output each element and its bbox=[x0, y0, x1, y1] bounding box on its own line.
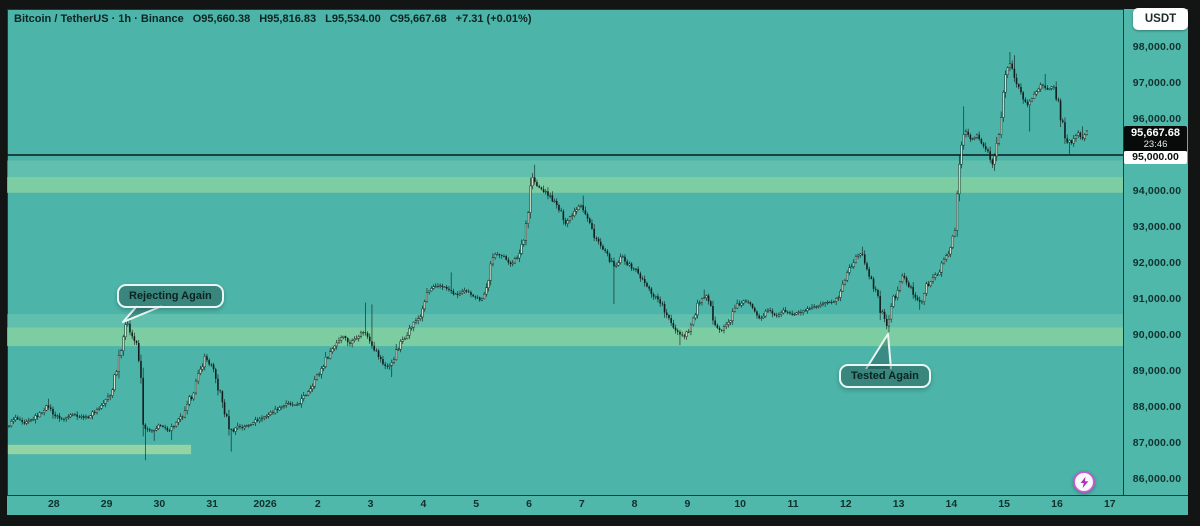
price-axis-label: 97,000.00 bbox=[1132, 77, 1182, 89]
price-axis-label: 88,000.00 bbox=[1132, 401, 1182, 413]
time-axis-label: 3 bbox=[367, 498, 374, 510]
level-price-label: 95,000.00 bbox=[1124, 151, 1187, 164]
change-value: +7.31 (+0.01%) bbox=[455, 13, 532, 25]
time-axis-label: 5 bbox=[473, 498, 480, 510]
time-axis-label: 11 bbox=[787, 498, 799, 510]
chart-widget-background bbox=[7, 9, 1188, 515]
lower-support-band bbox=[7, 444, 192, 455]
time-axis-label: 8 bbox=[631, 498, 638, 510]
last-price-value: 95,667.68 bbox=[1131, 127, 1180, 139]
callout-tail bbox=[122, 305, 163, 323]
time-axis-label: 10 bbox=[734, 498, 747, 510]
time-axis-label: 9 bbox=[684, 498, 691, 510]
time-axis-label: 2026 bbox=[253, 498, 277, 510]
price-axis-label: 94,000.00 bbox=[1132, 185, 1182, 197]
time-axis-label: 28 bbox=[47, 498, 60, 510]
time-axis-label: 31 bbox=[206, 498, 219, 510]
open-value: O95,660.38 bbox=[192, 13, 251, 25]
rejecting-again-callout[interactable]: Rejecting Again bbox=[117, 284, 224, 308]
lightning-bolt-glyph bbox=[1080, 476, 1088, 488]
time-axis-label: 4 bbox=[420, 498, 427, 510]
time-axis-label: 16 bbox=[1051, 498, 1063, 510]
time-axis-label: 14 bbox=[945, 498, 958, 510]
usdt-currency-button[interactable]: USDT bbox=[1133, 8, 1188, 30]
candles-up bbox=[7, 63, 1088, 432]
time-axis-label: 29 bbox=[100, 498, 113, 510]
bar-countdown: 23:46 bbox=[1143, 139, 1168, 150]
price-axis[interactable] bbox=[1123, 9, 1188, 515]
tested-again-callout[interactable]: Tested Again bbox=[839, 364, 931, 388]
price-axis-label: 87,000.00 bbox=[1132, 437, 1182, 449]
resistance-halo bbox=[7, 160, 1123, 177]
time-axis-label: 15 bbox=[998, 498, 1011, 510]
price-axis-label: 92,000.00 bbox=[1132, 257, 1182, 269]
price-axis-label: 91,000.00 bbox=[1132, 293, 1182, 305]
time-axis-label: 7 bbox=[578, 498, 585, 510]
lightning-icon[interactable] bbox=[1073, 471, 1095, 493]
callout-tail bbox=[865, 333, 892, 370]
support-halo bbox=[7, 314, 1123, 328]
support-zone bbox=[7, 327, 1123, 347]
time-axis-label: 2 bbox=[314, 498, 321, 510]
time-axis-label: 30 bbox=[153, 498, 166, 510]
time-axis-label: 6 bbox=[526, 498, 532, 510]
price-axis-label: 96,000.00 bbox=[1132, 113, 1182, 125]
high-value: H95,816.83 bbox=[259, 13, 317, 25]
time-axis-label: 12 bbox=[839, 498, 852, 510]
resistance-zone bbox=[7, 177, 1123, 193]
time-axis[interactable] bbox=[7, 495, 1188, 515]
time-axis-label: 13 bbox=[892, 498, 905, 510]
chart-legend: Bitcoin / TetherUS · 1h · Binance O95,660… bbox=[14, 13, 541, 25]
low-value: L95,534.00 bbox=[325, 13, 381, 25]
price-axis-label: 98,000.00 bbox=[1132, 41, 1182, 53]
time-axis-label: 17 bbox=[1103, 498, 1116, 510]
price-axis-label: 93,000.00 bbox=[1132, 221, 1182, 233]
candle-wicks bbox=[8, 52, 1088, 461]
price-axis-label: 86,000.00 bbox=[1132, 473, 1182, 485]
price-axis-label: 89,000.00 bbox=[1132, 365, 1182, 377]
candles-down bbox=[16, 63, 1084, 432]
price-axis-label: 90,000.00 bbox=[1132, 329, 1182, 341]
close-value: C95,667.68 bbox=[389, 13, 447, 25]
symbol-title[interactable]: Bitcoin / TetherUS · 1h · Binance bbox=[14, 13, 184, 25]
price-plot[interactable] bbox=[7, 9, 1123, 495]
last-price-label: 95,667.68 23:46 bbox=[1124, 126, 1187, 152]
